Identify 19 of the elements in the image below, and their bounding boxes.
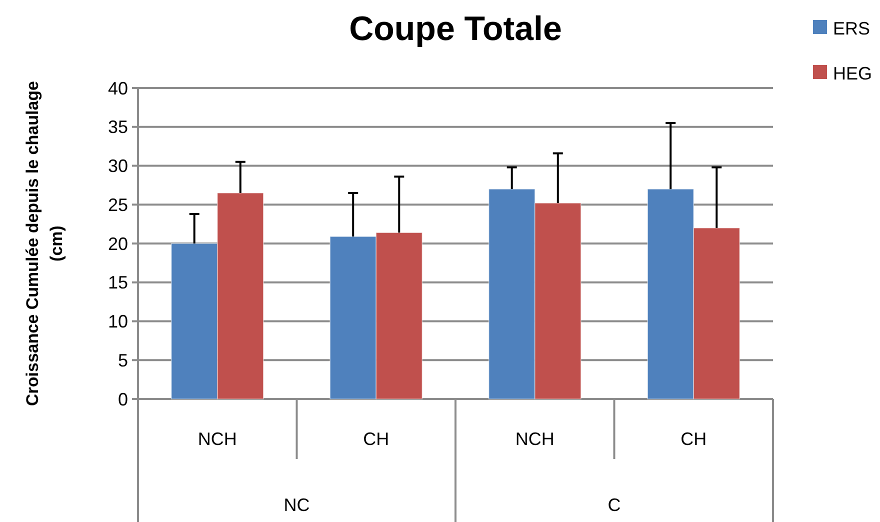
text: C <box>608 495 621 515</box>
x-tick-label: NCH <box>515 429 554 449</box>
y-tick-label: 0 <box>118 389 128 410</box>
y-tick-label: 20 <box>108 234 128 254</box>
chart-title: Coupe Totale <box>349 10 562 48</box>
x-tick-label: CH <box>680 429 707 449</box>
x-tick-label: NCH <box>198 429 237 449</box>
y-axis-title: Croissance Cumulée depuis le chaulage (cm) <box>23 80 66 406</box>
y-tick-label: 35 <box>108 117 128 138</box>
text: NC <box>284 495 310 515</box>
y-tick-label: 5 <box>118 350 128 370</box>
y-tick-label: 25 <box>108 194 128 215</box>
y-tick-label: 10 <box>108 312 128 332</box>
y-tick-label: 15 <box>108 272 128 293</box>
y-tick-label: 40 <box>108 78 128 98</box>
legend-label: ERS <box>833 18 870 38</box>
x-tick-label: CH <box>363 429 390 449</box>
y-tick-label: 30 <box>108 156 128 176</box>
legend-label: HEG <box>833 63 872 84</box>
